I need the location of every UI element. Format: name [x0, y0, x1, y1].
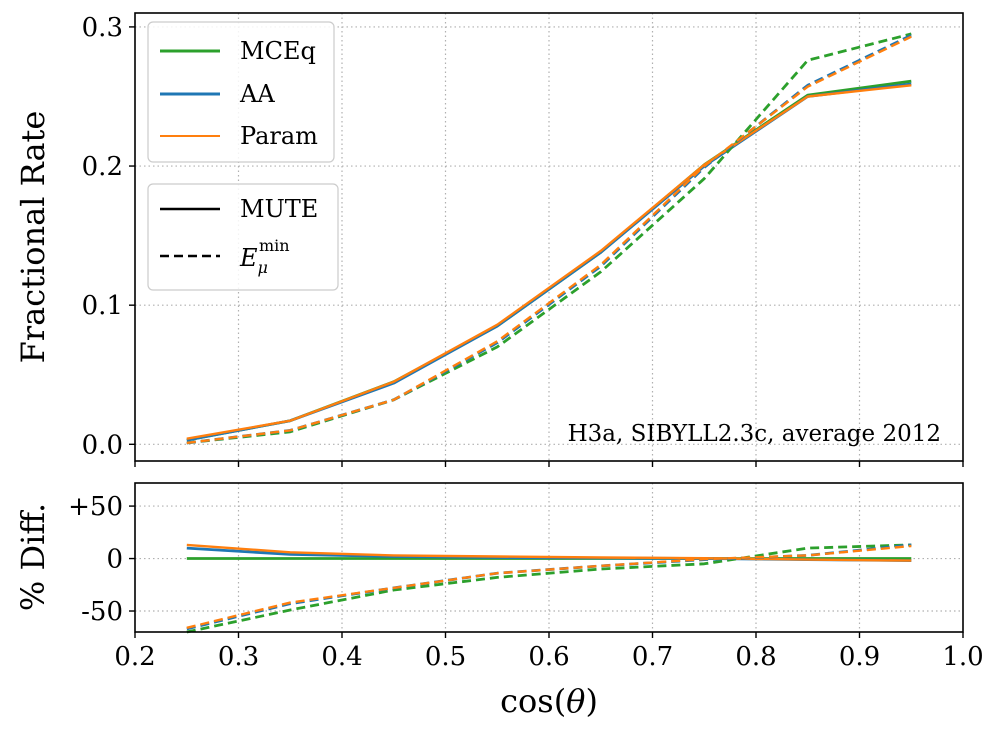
top-series-param-emin	[186, 35, 912, 445]
x-axis-label: cos(θ)	[500, 682, 598, 720]
bottom-panel: 0.2 0.3 0.4 0.5 0.6 0.7 0.8 0.9 1.0 +50 0 -50 % Dif…	[14, 482, 984, 720]
xtick-label: 0.7	[632, 642, 673, 672]
top-ytick-label: 0.0	[82, 430, 123, 460]
xtick-label: 0.2	[114, 642, 155, 672]
legend-models-box	[147, 21, 335, 163]
legend-styles: MUTE Eμ min	[147, 183, 339, 291]
legend-emin-sup: min	[259, 236, 290, 255]
bottom-ytick-label: 0	[106, 545, 123, 575]
x-axis-label-suffix: )	[585, 682, 597, 720]
bottom-ylabel: % Diff.	[14, 503, 52, 611]
legend-emin-sub: μ	[258, 258, 268, 277]
xtick-label: 0.5	[425, 642, 466, 672]
legend-emin-label: Eμ min	[239, 236, 290, 277]
top-ytick-label: 0.2	[82, 152, 123, 182]
xtick-label: 0.3	[218, 642, 259, 672]
xtick-label: 0.9	[839, 642, 880, 672]
legend-mute-label: MUTE	[240, 195, 318, 223]
top-series-lines	[186, 32, 912, 445]
xtick-label: 0.4	[321, 642, 362, 672]
x-axis-label-theta: θ	[566, 682, 585, 720]
legend-mceq-label: MCEq	[240, 37, 316, 65]
legend-styles-box	[147, 183, 339, 291]
xtick-label: 1.0	[942, 642, 983, 672]
top-ticks: 0.0 0.1 0.2 0.3	[82, 13, 964, 467]
x-axis-label-prefix: cos(	[500, 682, 566, 720]
legend-aa-label: AA	[239, 80, 275, 108]
top-series-mceq-emin	[186, 32, 912, 445]
bottom-series-lines	[186, 543, 912, 634]
legend-models: MCEq AA Param	[147, 21, 335, 163]
top-ylabel: Fractional Rate	[14, 111, 52, 364]
legend-emin-base: E	[239, 244, 258, 272]
xtick-label: 0.8	[735, 642, 776, 672]
top-panel: 0.0 0.1 0.2 0.3 MCEq AA Param MUTE Eμ min H3…	[14, 12, 964, 467]
xtick-label: 0.6	[528, 642, 569, 672]
top-series-param-mute	[186, 84, 912, 440]
top-ytick-label: 0.3	[82, 13, 123, 43]
top-annotation: H3a, SIBYLL2.3c, average 2012	[568, 421, 941, 447]
top-ytick-label: 0.1	[82, 291, 123, 321]
bottom-series-mceq-emin	[186, 543, 912, 634]
bottom-ytick-label: +50	[68, 492, 123, 522]
bottom-series-param-mute	[186, 543, 912, 562]
bottom-ticks: 0.2 0.3 0.4 0.5 0.6 0.7 0.8 0.9 1.0 +50 0 -50	[68, 492, 984, 672]
bottom-series-param-emin	[186, 544, 912, 629]
legend-param-label: Param	[240, 122, 318, 150]
bottom-ytick-label: -50	[81, 597, 123, 627]
